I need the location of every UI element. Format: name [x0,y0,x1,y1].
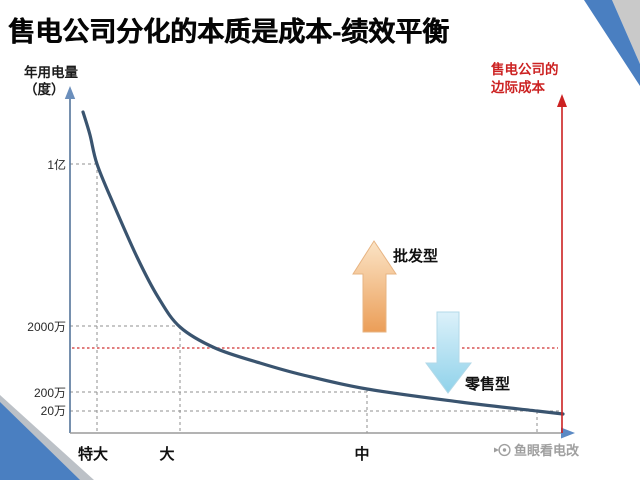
retail-down-arrow-icon [425,311,473,394]
wholesale-up-arrow-icon [352,240,397,333]
guide-lines [70,163,560,433]
y-tick-20m: 2000万 [27,320,66,334]
y-axis-title-line1: 年用电量 [24,65,78,80]
y-axis-arrow-icon [64,86,76,99]
retail-label: 零售型 [465,376,511,393]
y-axis-title-line2: （度） [24,82,65,97]
demand-curve [81,110,565,416]
corner-decoration-top-right [584,0,640,86]
watermark: 鱼眼看电改 [494,440,579,459]
x-axis-arrow-icon [561,427,575,439]
corner-decoration-bottom-left [0,395,94,480]
marginal-cost-axis [557,94,567,433]
y-tick-200k: 20万 [40,404,66,418]
marginal-cost-axis-arrow-icon [557,94,567,107]
watermark-text: 鱼眼看电改 [514,443,580,458]
y-axis [64,86,76,433]
x-category-large: 大 [159,446,175,463]
marginal-cost-axis-title: 售电公司的 边际成本 [491,61,559,97]
marginal-cost-axis-title-line2: 边际成本 [491,80,545,95]
marginal-cost-axis-title-line1: 售电公司的 [491,62,559,77]
y-axis-title: 年用电量 （度） [24,64,78,98]
slide-title: 售电公司分化的本质是成本-绩效平衡 [8,17,449,47]
y-tick-2m: 200万 [33,386,66,400]
y-tick-100m: 1亿 [47,158,66,172]
x-axis [70,427,575,439]
x-category-extra-large: 特大 [77,446,108,463]
wholesale-label: 批发型 [393,248,439,265]
fish-eye-logo-icon [494,443,511,457]
x-category-medium: 中 [354,446,370,463]
